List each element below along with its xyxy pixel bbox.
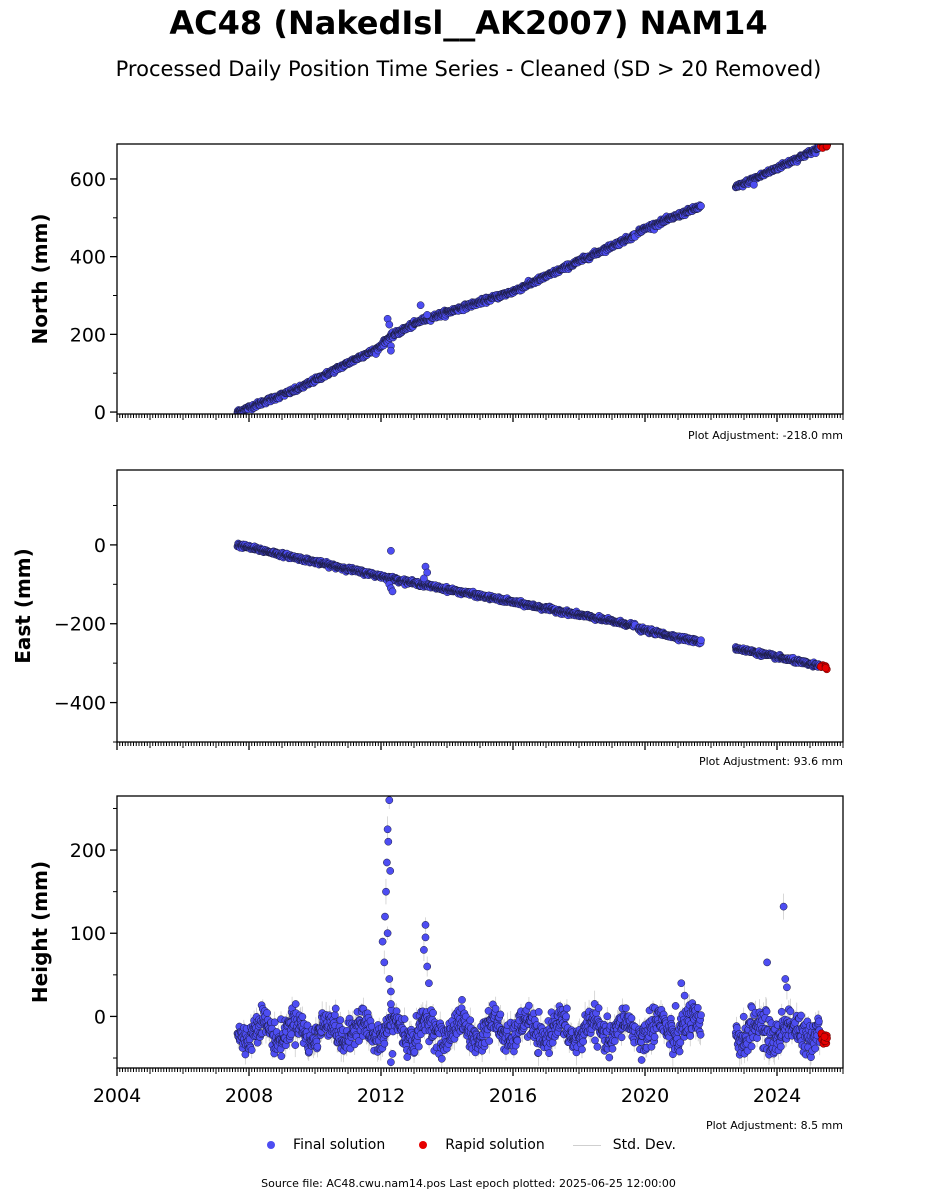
rapid-solution-point — [822, 144, 831, 150]
y-tick-label: −400 — [54, 693, 106, 715]
final-solution-point — [387, 346, 395, 355]
y-tick-label: 400 — [70, 247, 106, 269]
final-solution-point — [697, 636, 705, 645]
final-solution-point — [423, 568, 432, 577]
panel-north: 0 200 400 600 North (mm) — [28, 143, 844, 424]
y-ticks-north: 0 200 400 600 — [70, 169, 117, 424]
y-tick-label: −200 — [54, 614, 106, 636]
rapid-solution-point — [821, 664, 830, 672]
final-solution-point — [697, 202, 705, 210]
data-layer-north — [233, 144, 832, 414]
rapid-solution-points-east — [816, 661, 831, 674]
y-tick-label: 0 — [94, 402, 106, 424]
y-axis-label-north: North (mm) — [28, 213, 52, 344]
y-tick-label: 0 — [94, 535, 106, 557]
y-tick-label: 600 — [70, 169, 106, 191]
chart-title: AC48 (NakedIsl__AK2007) NAM14 — [169, 4, 768, 42]
chart-subtitle: Processed Daily Position Time Series - C… — [115, 57, 822, 81]
final-solution-point — [387, 546, 395, 555]
panel-east: 0 −200 −400 East (mm) — [11, 469, 844, 750]
y-axis-label-east: East (mm) — [11, 548, 35, 664]
data-layer-height — [233, 796, 831, 1068]
final-solution-point — [420, 574, 428, 583]
final-solution-point — [750, 180, 758, 189]
x-ticks-east — [116, 742, 844, 750]
final-solution-point — [388, 587, 397, 596]
final-solution-point — [423, 311, 432, 319]
y-ticks-east: 0 −200 −400 — [54, 504, 117, 743]
axes-frame-east — [116, 469, 844, 743]
final-solution-point — [416, 301, 425, 310]
final-solution-points-east — [233, 539, 824, 671]
final-solution-point — [385, 320, 394, 329]
y-tick-label: 200 — [70, 324, 106, 346]
data-layer-east — [233, 539, 831, 674]
rapid-solution-points-north — [817, 144, 832, 152]
x-ticks-north — [116, 414, 844, 422]
final-solution-points-north — [233, 144, 824, 414]
